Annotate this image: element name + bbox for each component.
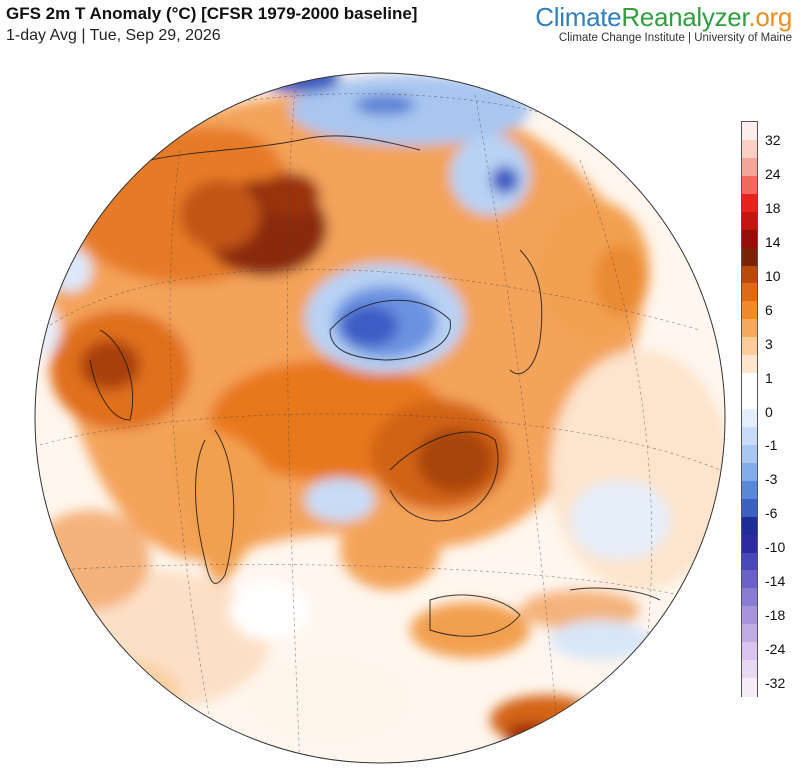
colorbar-tick-label: -14: [765, 573, 786, 590]
colorbar-bin: [742, 337, 757, 356]
colorbar-bin: [742, 444, 757, 464]
colorbar-tick-label: 24: [765, 165, 781, 182]
colorbar-bin: [742, 139, 757, 159]
colorbar-bin: [742, 229, 757, 249]
colorbar-bin: [742, 570, 757, 589]
colorbar-tick-label: -18: [765, 607, 786, 624]
colorbar-tick-label: -32: [765, 675, 786, 691]
colorbar-bin: [742, 642, 757, 661]
colorbar-bin: [742, 211, 757, 231]
chart-title: GFS 2m T Anomaly (°C) [CFSR 1979-2000 ba…: [6, 4, 418, 23]
colorbar-bin: [742, 301, 757, 320]
colorbar-bin: [742, 660, 757, 679]
colorbar-bin: [742, 588, 757, 607]
colorbar-bin: [742, 516, 757, 536]
colorbar-bin: [742, 373, 757, 392]
colorbar-tick-label: -6: [765, 505, 778, 522]
colorbar-tick-label: 14: [765, 233, 781, 250]
colorbar-bin: [742, 606, 757, 625]
colorbar-bin: [742, 678, 757, 697]
colorbar: [741, 121, 758, 697]
colorbar-bin: [742, 355, 757, 374]
colorbar-bin: [742, 193, 757, 213]
brand-tagline: Climate Change Institute | University of…: [558, 32, 792, 44]
colorbar-bin: [742, 175, 757, 195]
colorbar-tick-label: 10: [765, 267, 781, 284]
colorbar-bin: [742, 462, 757, 482]
anomaly-field: [35, 73, 725, 747]
colorbar-tick-label: 0: [765, 403, 773, 420]
colorbar-tick-label: 1: [765, 369, 773, 386]
colorbar-bin: [742, 480, 757, 500]
colorbar-bin: [742, 426, 757, 446]
coastlines: [89, 135, 661, 637]
logo-part-org: .org: [748, 2, 792, 32]
colorbar-tick-label: 3: [765, 335, 773, 352]
colorbar-tick-label: 32: [765, 132, 781, 148]
colorbar-tick-label: -24: [765, 641, 786, 658]
brand-logo[interactable]: ClimateReanalyzer.org: [535, 2, 792, 33]
logo-part-climate: Climate: [535, 2, 622, 32]
logo-part-reanalyzer: Reanalyzer: [621, 2, 749, 32]
globe-outline: [34, 72, 726, 764]
colorbar-bin: [742, 247, 757, 266]
chart-subtitle: 1-day Avg | Tue, Sep 29, 2026: [6, 27, 221, 44]
colorbar-tick-label: 6: [765, 301, 773, 318]
colorbar-tick-label: -10: [765, 539, 786, 556]
colorbar-bin: [742, 498, 757, 518]
colorbar-bin: [742, 122, 757, 141]
colorbar-bin: [742, 157, 757, 177]
colorbar-bin: [742, 552, 757, 571]
colorbar-tick-label: 18: [765, 199, 781, 216]
colorbar-bin: [742, 409, 757, 428]
colorbar-bin: [742, 391, 757, 410]
colorbar-bin: [742, 534, 757, 553]
colorbar-bin: [742, 265, 757, 284]
colorbar-bin: [742, 319, 757, 338]
colorbar-bin: [742, 283, 757, 302]
brand-block: ClimateReanalyzer.org Climate Change Ins…: [535, 2, 792, 44]
colorbar-tick-label: -3: [765, 471, 778, 488]
colorbar-bin: [742, 624, 757, 643]
colorbar-tick-label: -1: [765, 437, 778, 454]
